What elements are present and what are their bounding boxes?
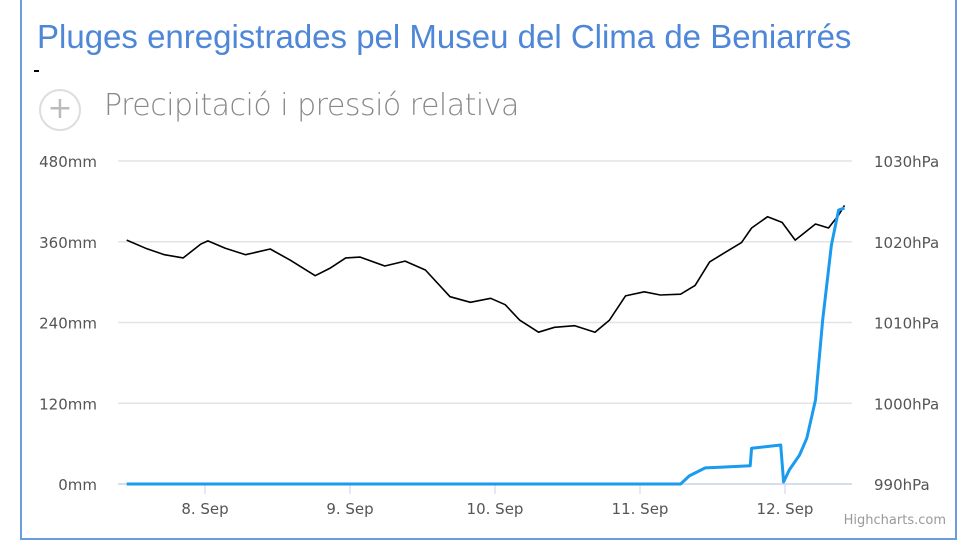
y-right-tick-label: 1000hPa bbox=[874, 395, 939, 413]
y-left-tick-label: 120mm bbox=[39, 395, 97, 413]
y-right-tick-label: 1010hPa bbox=[874, 315, 939, 333]
y-left-tick-label: 0mm bbox=[58, 476, 97, 494]
x-tick-label: 9. Sep bbox=[326, 500, 373, 518]
chart-frame bbox=[20, 0, 957, 540]
y-left-tick-label: 480mm bbox=[39, 153, 97, 171]
decoration-mark bbox=[34, 70, 39, 72]
expand-plus-icon[interactable]: + bbox=[39, 89, 81, 131]
y-left-tick-label: 240mm bbox=[39, 315, 97, 333]
x-tick-label: 10. Sep bbox=[467, 500, 524, 518]
y-right-tick-label: 990hPa bbox=[874, 476, 930, 494]
series-line-pressure bbox=[126, 204, 846, 334]
x-tick-label: 11. Sep bbox=[612, 500, 669, 518]
x-tick-label: 8. Sep bbox=[181, 500, 228, 518]
y-left-tick-label: 360mm bbox=[39, 234, 97, 252]
credits-link[interactable]: Highcharts.com bbox=[844, 513, 946, 528]
series-line-precipitation bbox=[126, 206, 845, 486]
x-tick-label: 12. Sep bbox=[757, 500, 814, 518]
page-title: Pluges enregistrades pel Museu del Clima… bbox=[37, 18, 852, 55]
y-right-tick-label: 1030hPa bbox=[874, 153, 939, 171]
y-right-tick-label: 1020hPa bbox=[874, 234, 939, 252]
chart-title: Precipitació i pressió relativa bbox=[104, 88, 519, 123]
